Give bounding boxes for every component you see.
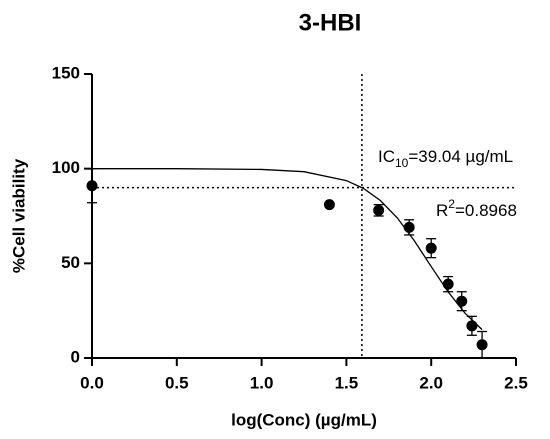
- x-axis-label: log(Conc) (µg/mL): [231, 410, 377, 429]
- x-tick-label: 1.5: [335, 373, 359, 392]
- y-tick-label: 50: [61, 253, 80, 272]
- ann-sup: 2: [448, 197, 455, 211]
- data-point: [373, 204, 385, 216]
- y-tick-label: 100: [52, 158, 80, 177]
- data-point: [403, 221, 415, 233]
- x-tick-label: 0.0: [80, 373, 104, 392]
- data-point: [466, 320, 478, 332]
- data-point: [323, 199, 335, 211]
- ann-part: IC: [378, 147, 395, 166]
- x-tick-label: 1.0: [250, 373, 274, 392]
- data-point: [86, 180, 98, 192]
- ann-part: =39.04 µg/mL: [408, 147, 513, 166]
- x-tick-label: 2.0: [419, 373, 443, 392]
- data-point: [425, 242, 437, 254]
- x-tick-label: 0.5: [165, 373, 189, 392]
- data-point: [442, 278, 454, 290]
- ann-part: =0.8968: [455, 201, 517, 220]
- y-tick-label: 0: [71, 347, 80, 366]
- data-point: [476, 339, 488, 351]
- ann-sub: 10: [395, 156, 409, 170]
- ann-part: R: [436, 201, 448, 220]
- x-tick-label: 2.5: [504, 373, 528, 392]
- r2-annotation: R2=0.8968: [436, 197, 517, 220]
- y-axis-label: %Cell viability: [9, 158, 28, 273]
- fit-curve: [92, 168, 483, 331]
- ic-annotation: IC10=39.04 µg/mL: [378, 147, 513, 170]
- chart-title: 3-HBI: [299, 9, 362, 36]
- y-tick-label: 150: [52, 63, 80, 82]
- data-point: [456, 295, 468, 307]
